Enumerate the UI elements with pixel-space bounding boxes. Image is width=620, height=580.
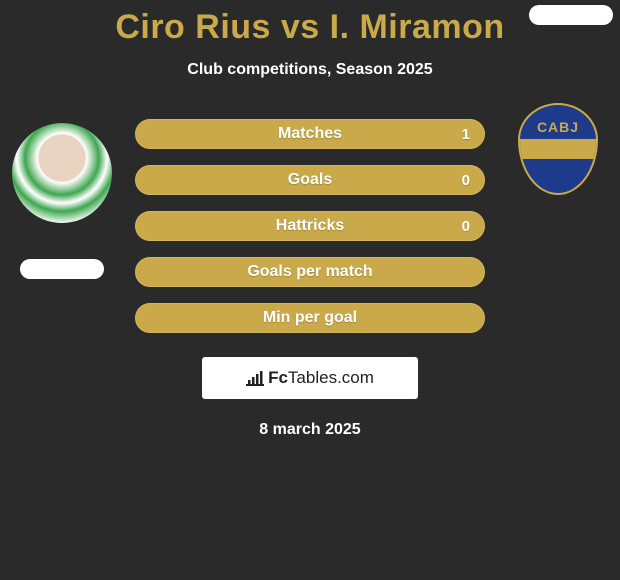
stat-label: Goals per match	[247, 263, 372, 281]
stat-right-value: 1	[462, 126, 470, 143]
player-right-avatar: CABJ	[511, 101, 606, 196]
branding-text: FcTables.com	[268, 368, 374, 388]
branding-box: FcTables.com	[202, 357, 418, 399]
stat-label: Hattricks	[276, 217, 344, 235]
stat-row-goals-per-match: Goals per match	[135, 257, 485, 287]
stat-row-goals: Goals 0	[135, 165, 485, 195]
player-left-column	[7, 119, 117, 279]
player-right-column: CABJ	[503, 119, 613, 196]
stat-label: Min per goal	[263, 309, 357, 327]
stat-row-matches: Matches 1	[135, 119, 485, 149]
content-row: Matches 1 Goals 0 Hattricks 0 Goals per …	[0, 119, 620, 333]
stat-right-value: 0	[462, 218, 470, 235]
club-badge-text: CABJ	[537, 119, 579, 135]
stat-label: Matches	[278, 125, 342, 143]
page-title: Ciro Rius vs I. Miramon	[0, 8, 620, 47]
comparison-card: Ciro Rius vs I. Miramon Club competition…	[0, 0, 620, 439]
player-left-flag-pill	[20, 259, 104, 279]
club-badge-shield: CABJ	[518, 103, 598, 195]
player-left-avatar	[12, 123, 112, 223]
player-right-flag-pill	[529, 5, 613, 25]
date-text: 8 march 2025	[0, 421, 620, 439]
chart-icon	[246, 370, 264, 386]
stat-label: Goals	[288, 171, 332, 189]
branding-prefix: Fc	[268, 368, 288, 387]
club-badge: CABJ	[518, 103, 598, 195]
club-badge-band	[520, 139, 596, 159]
stat-right-value: 0	[462, 172, 470, 189]
stat-row-min-per-goal: Min per goal	[135, 303, 485, 333]
stat-row-hattricks: Hattricks 0	[135, 211, 485, 241]
branding-suffix: Tables.com	[288, 368, 374, 387]
stats-list: Matches 1 Goals 0 Hattricks 0 Goals per …	[135, 119, 485, 333]
subtitle: Club competitions, Season 2025	[0, 61, 620, 79]
